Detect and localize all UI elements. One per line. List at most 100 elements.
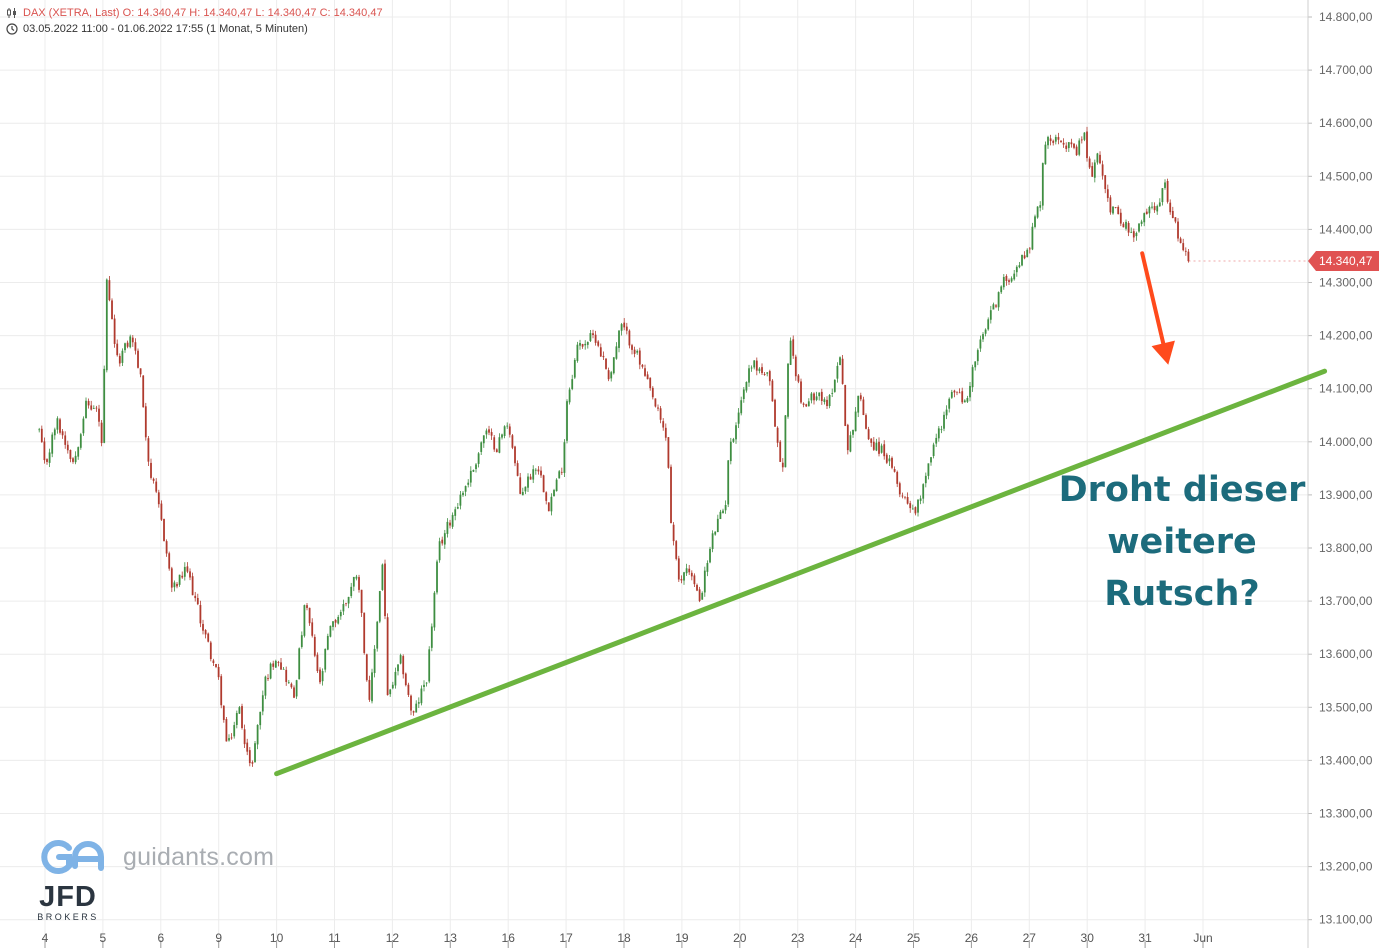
candle-body: [883, 444, 886, 457]
y-tick-label: 14.600,00: [1319, 116, 1373, 130]
x-tick-label: 4: [42, 931, 49, 945]
candle-body: [391, 684, 394, 689]
candle-body: [82, 418, 85, 434]
candle-body: [469, 470, 472, 483]
x-tick-label: 27: [1023, 931, 1037, 945]
candle-body: [410, 695, 412, 711]
candle-body: [233, 725, 236, 737]
candle-body: [59, 419, 61, 433]
candle-body: [306, 605, 308, 608]
candle-body: [308, 607, 311, 624]
candle-body: [966, 398, 969, 402]
candle-body: [555, 479, 558, 492]
candle-body: [943, 414, 945, 429]
candle-body: [1023, 255, 1026, 259]
down-arrow-head: [1151, 340, 1175, 365]
candle-body: [139, 368, 142, 375]
candle-body: [1078, 140, 1081, 155]
candle-body: [1153, 206, 1156, 211]
candle-body: [368, 679, 371, 700]
y-tick-label: 14.700,00: [1319, 63, 1373, 77]
candle-body: [930, 457, 932, 463]
candle-body: [1161, 188, 1164, 203]
candle-body: [199, 605, 202, 624]
candle-body: [228, 738, 230, 741]
candle-body: [1018, 265, 1021, 268]
candle-body: [1070, 142, 1073, 145]
candle-body: [1067, 142, 1070, 149]
candle-body: [259, 711, 262, 726]
candle-body: [1096, 153, 1099, 163]
candle-body: [1036, 206, 1039, 218]
candle-body: [953, 390, 956, 393]
candle-body: [589, 333, 592, 341]
candle-body: [326, 635, 329, 650]
candle-body: [532, 469, 535, 480]
candle-body: [633, 349, 636, 354]
candle-body: [280, 662, 282, 670]
candle-body: [121, 350, 124, 363]
candle-body: [1015, 266, 1018, 273]
candle-body: [360, 589, 363, 613]
candle-body: [688, 568, 691, 573]
x-tick-label: 23: [791, 931, 805, 945]
candle-body: [719, 511, 722, 520]
candle-body: [1057, 137, 1060, 140]
candle-body: [586, 342, 589, 345]
candle-body: [371, 672, 373, 702]
candle-body: [254, 743, 256, 763]
candle-body: [997, 292, 1000, 308]
candle-body: [906, 497, 909, 504]
candle-body: [638, 350, 641, 365]
candle-body: [766, 372, 769, 374]
candle-body: [454, 509, 457, 516]
candle-body: [534, 469, 537, 471]
candle-body: [690, 572, 693, 577]
candle-body: [1184, 250, 1187, 252]
candle-body: [888, 458, 891, 462]
candle-body: [459, 494, 462, 506]
candle-body: [477, 453, 480, 464]
candle-body: [48, 452, 51, 463]
candle-body: [683, 572, 685, 581]
candle-body: [521, 491, 524, 496]
candle-body: [924, 475, 927, 484]
candle-body: [1005, 276, 1008, 282]
candle-body: [992, 304, 995, 310]
candle-body: [701, 592, 704, 600]
y-tick-label: 13.200,00: [1319, 860, 1373, 874]
candle-body: [774, 399, 776, 427]
y-tick-label: 14.100,00: [1319, 382, 1373, 396]
candle-body: [1013, 273, 1016, 280]
candle-body: [776, 427, 779, 443]
candle-body: [631, 345, 633, 350]
candle-body: [768, 371, 771, 382]
candle-body: [1174, 217, 1177, 222]
candle-body: [1062, 142, 1065, 145]
candle-body: [319, 669, 321, 683]
candle-body: [384, 563, 386, 617]
candle-body: [170, 568, 173, 588]
candle-body: [649, 377, 652, 389]
candle-body: [974, 361, 977, 368]
y-axis: 14.800,00 14.700,00 14.600,00 14.500,00 14.4…: [1307, 0, 1373, 948]
candle-body: [430, 626, 433, 648]
candle-body: [1112, 206, 1114, 214]
candle-body: [779, 441, 782, 462]
candle-body: [142, 375, 145, 408]
chart-annotation: Droht dieser weitere Rutsch?: [1052, 464, 1312, 620]
last-price-label: 14.340,47: [1319, 254, 1373, 268]
last-price-marker: 14.340,47: [1188, 251, 1379, 272]
guidants-watermark: guidants.com: [37, 838, 274, 876]
y-tick-label: 14.400,00: [1319, 222, 1373, 236]
candle-body: [243, 729, 246, 745]
candle-body: [79, 434, 82, 448]
candle-body: [1127, 222, 1130, 233]
candle-body: [1164, 182, 1166, 188]
candle-body: [287, 682, 290, 684]
candle-body: [927, 463, 930, 476]
y-tick-label: 14.800,00: [1319, 10, 1373, 24]
candle-body: [490, 432, 493, 436]
candle-body: [969, 385, 971, 398]
